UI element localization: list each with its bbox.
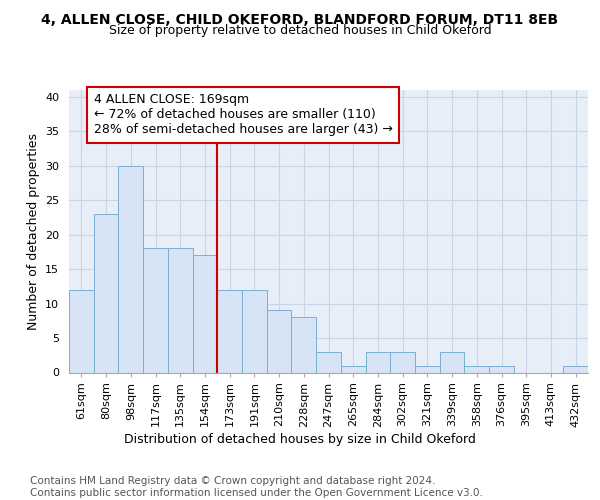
Bar [193,256,217,372]
Text: 4 ALLEN CLOSE: 169sqm
← 72% of detached houses are smaller (110)
28% of semi-det: 4 ALLEN CLOSE: 169sqm ← 72% of detached … [94,94,392,136]
Text: 4, ALLEN CLOSE, CHILD OKEFORD, BLANDFORD FORUM, DT11 8EB: 4, ALLEN CLOSE, CHILD OKEFORD, BLANDFORD… [41,12,559,26]
Bar [464,366,489,372]
Bar [563,366,588,372]
Bar [242,290,267,372]
Text: Size of property relative to detached houses in Child Okeford: Size of property relative to detached ho… [109,24,491,37]
Bar [316,352,341,372]
Bar [390,352,415,372]
Bar [217,290,242,372]
Bar [69,290,94,372]
Text: Distribution of detached houses by size in Child Okeford: Distribution of detached houses by size … [124,432,476,446]
Bar [440,352,464,372]
Bar [168,248,193,372]
Y-axis label: Number of detached properties: Number of detached properties [26,132,40,330]
Bar [267,310,292,372]
Bar [118,166,143,372]
Bar [94,214,118,372]
Bar [415,366,440,372]
Text: Contains HM Land Registry data © Crown copyright and database right 2024.
Contai: Contains HM Land Registry data © Crown c… [30,476,483,498]
Bar [341,366,365,372]
Bar [365,352,390,372]
Bar [489,366,514,372]
Bar [292,318,316,372]
Bar [143,248,168,372]
